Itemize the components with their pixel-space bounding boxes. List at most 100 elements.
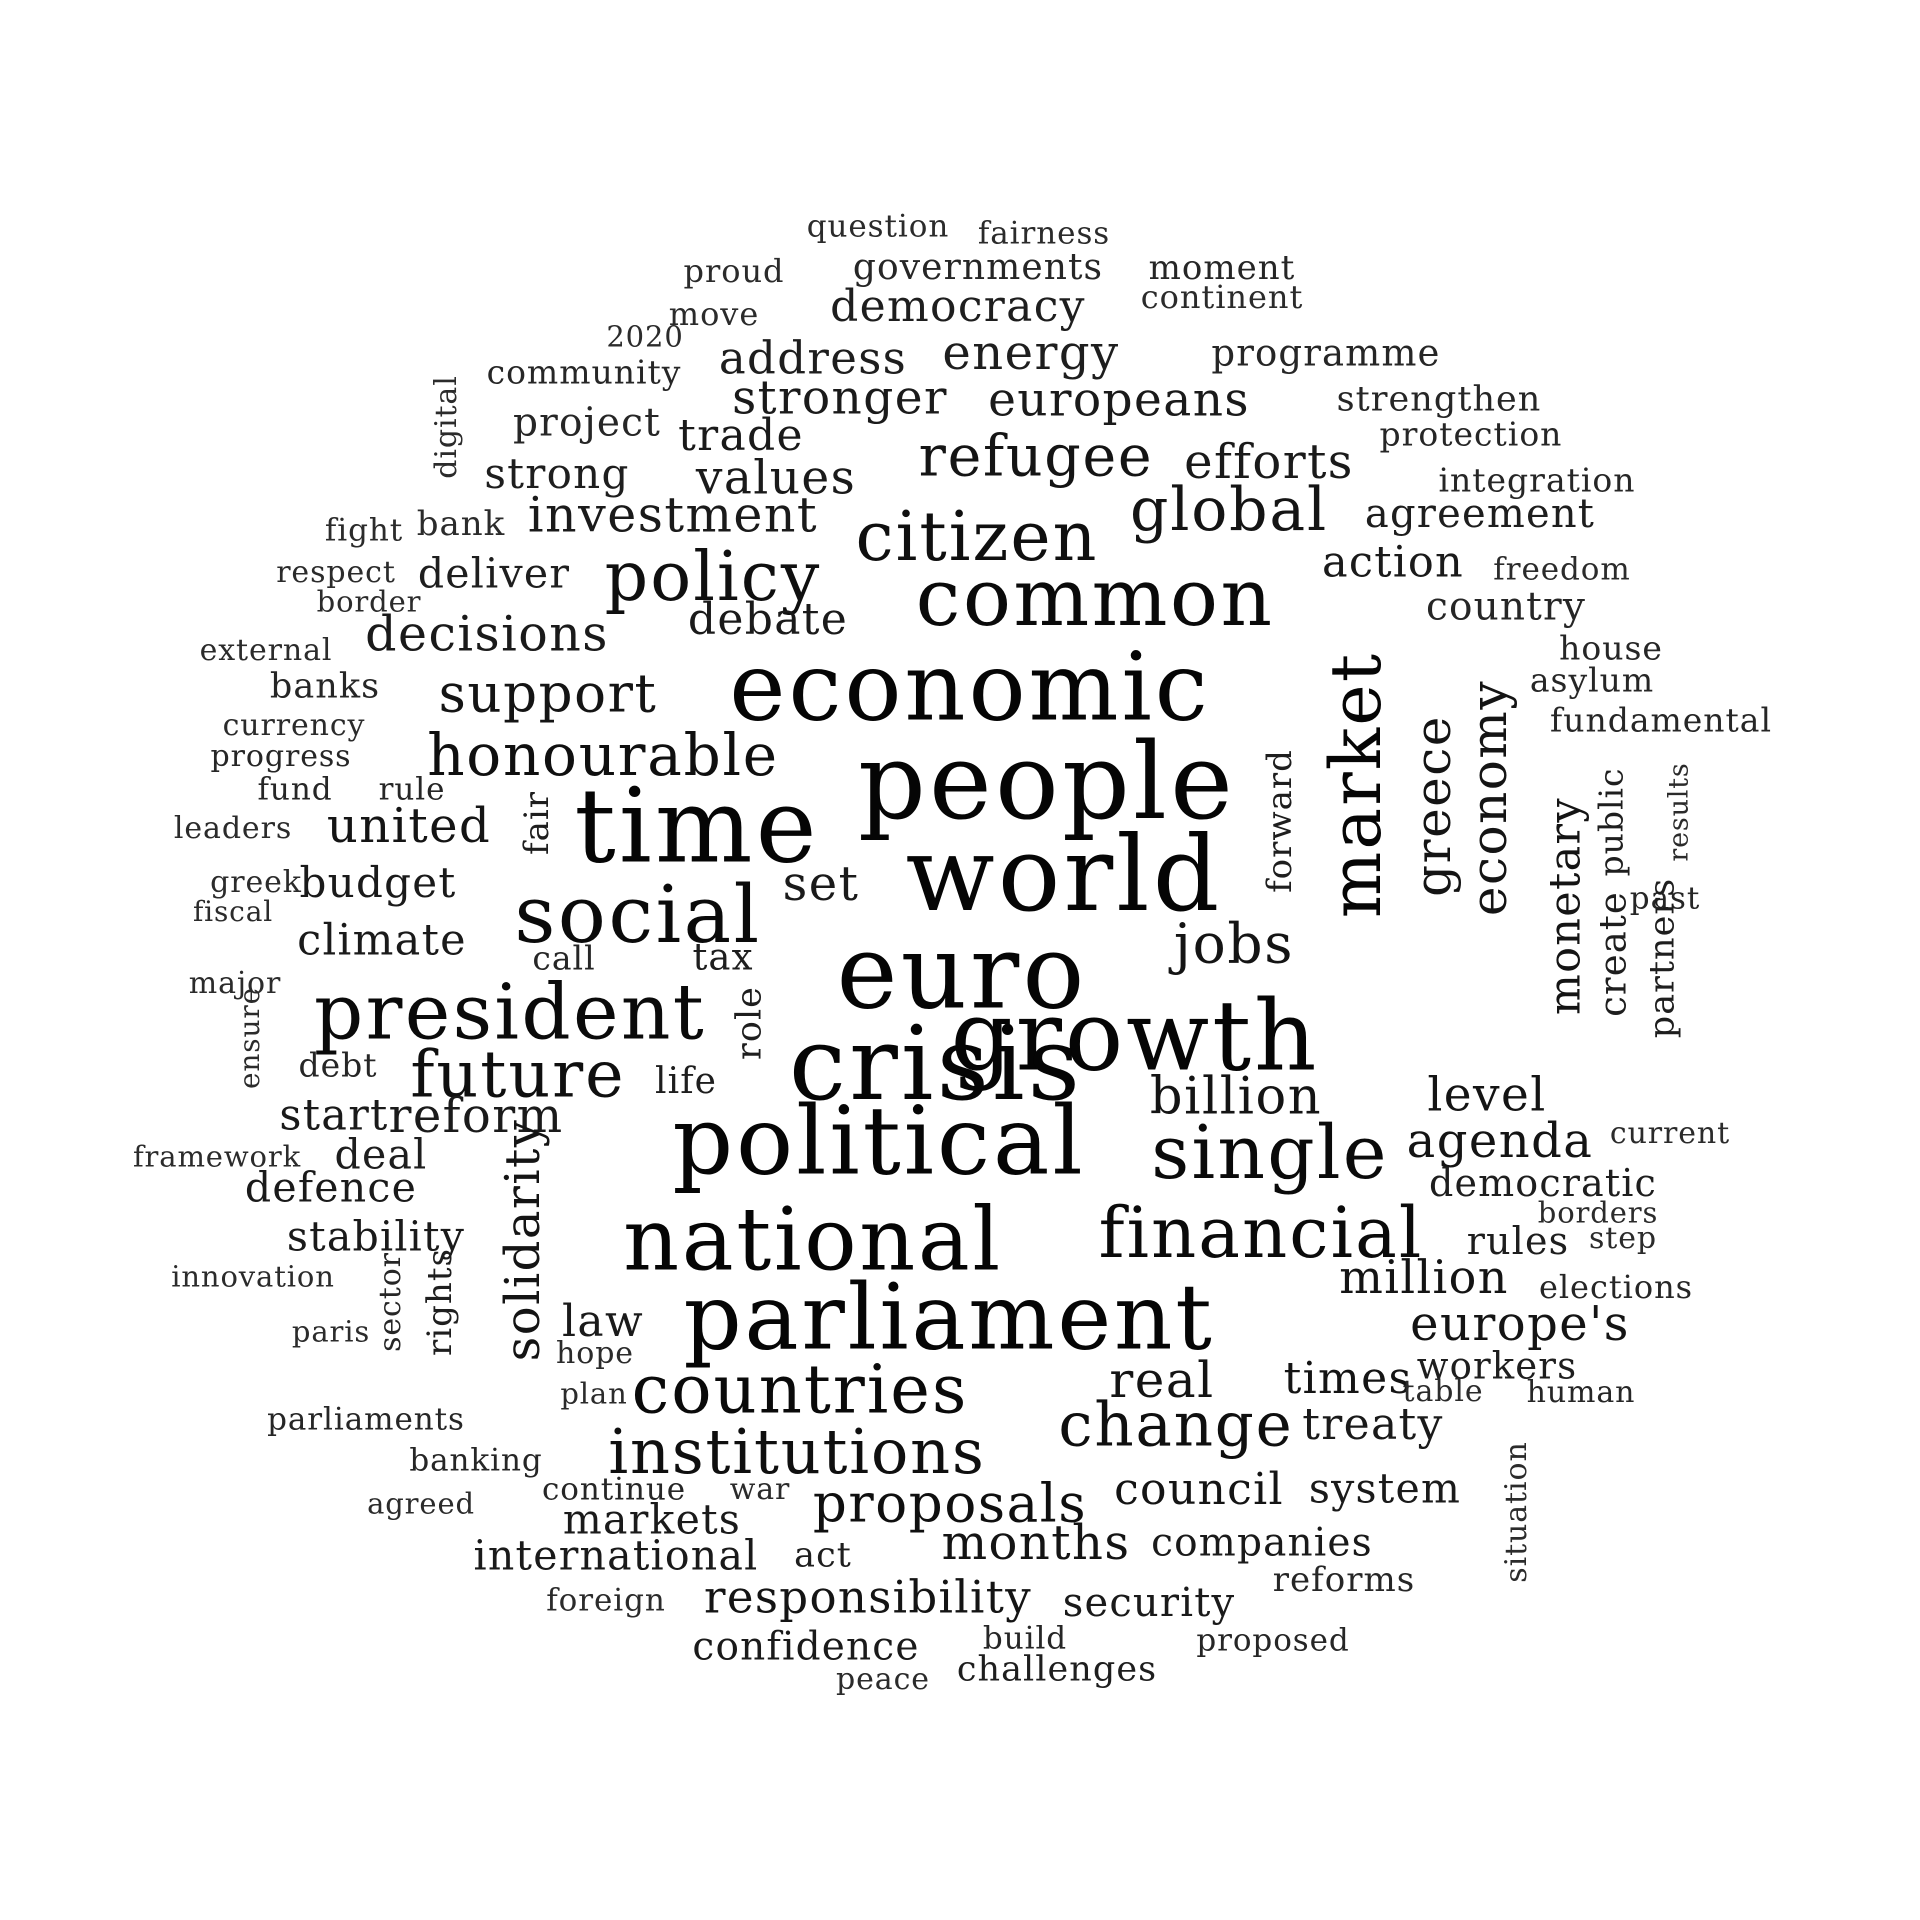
word-partners: partners xyxy=(1642,877,1683,1039)
word-progress: progress xyxy=(210,739,352,774)
word-question: question xyxy=(806,208,950,245)
word-stability: stability xyxy=(286,1212,466,1261)
word-challenges: challenges xyxy=(956,1649,1158,1690)
word-respect: respect xyxy=(276,555,396,590)
word-months: months xyxy=(941,1515,1131,1571)
word-border: border xyxy=(316,584,422,619)
word-real: real xyxy=(1109,1351,1215,1409)
word-citizen: citizen xyxy=(855,498,1099,577)
word-fair: fair xyxy=(517,790,557,856)
word-rules: rules xyxy=(1466,1219,1570,1263)
word-peace: peace xyxy=(836,1662,930,1697)
word-reform: reform xyxy=(388,1088,564,1144)
word-council: council xyxy=(1114,1464,1284,1515)
word-energy: energy xyxy=(942,325,1120,381)
word-borders: borders xyxy=(1537,1195,1659,1230)
word-efforts: efforts xyxy=(1184,434,1354,490)
word-sector: sector xyxy=(373,1252,408,1352)
word-parliament: parliament xyxy=(683,1265,1215,1371)
word-decisions: decisions xyxy=(365,605,609,663)
word-billion: billion xyxy=(1149,1067,1323,1127)
word-future: future xyxy=(410,1037,626,1113)
word-banking: banking xyxy=(409,1442,543,1479)
word-international: international xyxy=(473,1531,759,1580)
word-support: support xyxy=(438,663,658,725)
word-solidarity: solidarity xyxy=(495,1118,551,1362)
word-economy: economy xyxy=(1460,679,1518,917)
word-bank: bank xyxy=(416,504,506,544)
word-digital: digital xyxy=(429,375,464,479)
word-investment: investment xyxy=(527,486,819,544)
word-leaders: leaders xyxy=(173,811,293,846)
word-fairness: fairness xyxy=(977,215,1111,252)
word-2020: 2020 xyxy=(606,319,684,354)
word-debt: debt xyxy=(298,1045,378,1085)
word-countries: countries xyxy=(631,1350,969,1429)
word-proud: proud xyxy=(683,252,785,290)
word-democracy: democracy xyxy=(830,281,1086,332)
word-past: past xyxy=(1629,880,1701,917)
word-euro: euro xyxy=(836,912,1088,1033)
word-policy: policy xyxy=(604,538,822,617)
word-social: social xyxy=(514,868,762,961)
word-markets: markets xyxy=(562,1495,742,1544)
word-agreed: agreed xyxy=(367,1486,475,1521)
word-war: war xyxy=(729,1472,791,1507)
word-debate: debate xyxy=(687,594,849,645)
word-start: start xyxy=(279,1090,389,1141)
word-build: build xyxy=(982,1620,1068,1657)
word-fund: fund xyxy=(257,771,333,808)
word-economic: economic xyxy=(729,632,1211,743)
word-single: single xyxy=(1151,1110,1389,1196)
word-rights: rights xyxy=(420,1247,460,1357)
word-fiscal: fiscal xyxy=(192,895,274,928)
word-role: role xyxy=(729,986,770,1060)
word-table: table xyxy=(1402,1374,1484,1409)
word-protection: protection xyxy=(1379,414,1563,454)
word-security: security xyxy=(1062,1580,1236,1626)
word-hope: hope xyxy=(556,1336,634,1371)
word-world: world xyxy=(905,813,1223,935)
word-jobs: jobs xyxy=(1173,911,1295,976)
word-situation: situation xyxy=(1499,1441,1534,1583)
word-global: global xyxy=(1130,475,1328,545)
word-greek: greek xyxy=(210,865,302,900)
word-proposals: proposals xyxy=(812,1473,1088,1535)
word-human: human xyxy=(1526,1375,1636,1410)
word-governments: governments xyxy=(852,247,1104,288)
word-treaty: treaty xyxy=(1302,1399,1444,1450)
word-external: external xyxy=(199,633,333,668)
word-integration: integration xyxy=(1438,460,1636,500)
word-results: results xyxy=(1663,762,1695,862)
word-national: national xyxy=(623,1188,1003,1291)
word-fight: fight xyxy=(324,512,404,549)
word-europeans: europeans xyxy=(988,372,1250,428)
word-call: call xyxy=(532,938,596,978)
word-budget: budget xyxy=(299,858,457,907)
word-confidence: confidence xyxy=(692,1624,920,1670)
word-responsibility: responsibility xyxy=(704,1570,1032,1624)
word-million: million xyxy=(1339,1250,1509,1304)
word-president: president xyxy=(314,968,706,1058)
word-framework: framework xyxy=(132,1139,302,1174)
word-continue: continue xyxy=(541,1471,687,1508)
word-major: major xyxy=(188,966,282,1001)
word-monetary: monetary xyxy=(1540,797,1591,1015)
word-crisis: crisis xyxy=(788,1005,1084,1124)
word-plan: plan xyxy=(560,1376,628,1411)
word-elections: elections xyxy=(1538,1268,1694,1306)
word-proposed: proposed xyxy=(1196,1622,1350,1659)
word-trade: trade xyxy=(678,410,804,461)
word-strengthen: strengthen xyxy=(1336,379,1542,420)
word-times: times xyxy=(1283,1353,1413,1404)
word-step: step xyxy=(1588,1221,1658,1256)
word-house: house xyxy=(1559,628,1663,668)
word-community: community xyxy=(486,352,682,392)
word-values: values xyxy=(695,450,857,506)
word-continent: continent xyxy=(1140,278,1304,316)
word-agenda: agenda xyxy=(1406,1113,1594,1169)
word-tax: tax xyxy=(692,935,754,979)
word-ensure: ensure xyxy=(233,986,266,1090)
word-law: law xyxy=(562,1296,644,1347)
word-create: create xyxy=(1591,891,1635,1017)
